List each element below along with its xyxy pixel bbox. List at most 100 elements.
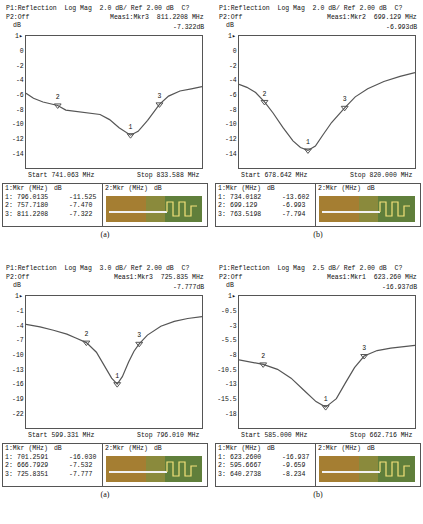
html-text:1:: 1:: [218, 193, 226, 201]
svg-text:Stop 820.000 MHz: Stop 820.000 MHz: [350, 172, 413, 179]
svg-text:3: 3: [343, 96, 347, 103]
html-text:(b): (b): [313, 230, 323, 239]
svg-text:-4: -4: [229, 77, 237, 84]
html-text:-7.794: -7.794: [282, 210, 306, 218]
svg-text:-4: -4: [16, 323, 24, 330]
svg-text:3: 3: [137, 332, 141, 339]
svg-text:Stop 833.588 MHz: Stop 833.588 MHz: [137, 172, 200, 179]
svg-text:-6: -6: [229, 92, 237, 99]
svg-text:0: 0: [233, 48, 237, 55]
svg-text:-22: -22: [12, 411, 24, 418]
svg-text:-13: -13: [12, 367, 24, 374]
svg-text:Meas1:Mkr2 699.129 MHz: Meas1:Mkr2 699.129 MHz: [327, 14, 417, 21]
html-text:811.2208: 811.2208: [17, 210, 49, 218]
svg-text:-8: -8: [229, 352, 237, 359]
svg-text:-10: -10: [12, 121, 24, 128]
svg-text:P1:Reflection Log Mag 3.0 dB: P1:Reflection Log Mag 3.0 dB/ Ref 2.00 d…: [6, 265, 189, 272]
svg-text:3: 3: [157, 93, 161, 100]
svg-text:-10: -10: [12, 352, 24, 359]
svg-text:Meas1:Mkr1 623.260 MHz: Meas1:Mkr1 623.260 MHz: [327, 274, 417, 281]
html-text:-13.602: -13.602: [282, 193, 310, 201]
svg-text:-15.5: -15.5: [217, 396, 237, 403]
svg-text:2: 2: [84, 331, 88, 338]
html-text:(a): (a): [100, 230, 110, 239]
svg-text:1▸: 1▸: [15, 33, 23, 40]
svg-text:Start 678.642 MHz: Start 678.642 MHz: [241, 172, 307, 179]
svg-text:-8: -8: [229, 107, 237, 114]
svg-text:Start 741.063 MHz: Start 741.063 MHz: [28, 172, 94, 179]
html-text:3:: 3:: [5, 210, 13, 218]
svg-text:Stop 662.716 MHz: Stop 662.716 MHz: [350, 432, 413, 439]
svg-text:-19: -19: [12, 396, 24, 403]
svg-text:1: 1: [306, 139, 310, 146]
svg-text:1▸: 1▸: [228, 293, 236, 300]
svg-text:-2: -2: [229, 63, 237, 70]
svg-text:dB: dB: [13, 22, 21, 29]
svg-text:-6.993dB: -6.993dB: [386, 24, 417, 31]
svg-text:-12: -12: [12, 136, 24, 143]
svg-text:dB: dB: [226, 22, 234, 29]
html-text:-7.322: -7.322: [69, 210, 93, 218]
html-text:-16.030: -16.030: [69, 453, 97, 461]
svg-text:-0.5: -0.5: [221, 308, 237, 315]
svg-text:3: 3: [362, 345, 366, 352]
html-text:-7.777: -7.777: [69, 470, 93, 478]
svg-text:dB: dB: [13, 282, 21, 289]
svg-text:2: 2: [56, 94, 60, 101]
svg-text:-6: -6: [16, 92, 24, 99]
svg-text:-7.322dB: -7.322dB: [173, 24, 204, 31]
svg-text:-1: -1: [16, 308, 24, 315]
svg-text:P2:Off: P2:Off: [6, 14, 30, 21]
html-text:623.2600: 623.2600: [230, 453, 262, 461]
svg-text:-13: -13: [225, 381, 237, 388]
html-text:3:: 3:: [5, 470, 13, 478]
svg-text:-16: -16: [12, 381, 24, 388]
svg-text:1: 1: [324, 396, 328, 403]
svg-text:-4: -4: [16, 77, 24, 84]
svg-text:-2: -2: [16, 63, 24, 70]
html-text:1:: 1:: [5, 453, 13, 461]
svg-text:-5.5: -5.5: [221, 337, 237, 344]
svg-text:1▸: 1▸: [228, 33, 236, 40]
html-text:725.8351: 725.8351: [17, 470, 49, 478]
svg-text:P2:Off: P2:Off: [6, 274, 30, 281]
html-text:-11.525: -11.525: [69, 193, 97, 201]
svg-text:Stop 796.010 MHz: Stop 796.010 MHz: [137, 432, 200, 439]
html-text:701.2591: 701.2591: [17, 453, 49, 461]
svg-text:1: 1: [129, 124, 133, 131]
svg-text:-10: -10: [225, 121, 237, 128]
svg-text:-3: -3: [229, 323, 237, 330]
svg-text:Start 599.331 MHz: Start 599.331 MHz: [28, 432, 94, 439]
html-text:1:: 1:: [5, 193, 13, 201]
svg-text:P2:Off: P2:Off: [219, 14, 243, 21]
html-text:734.0182: 734.0182: [230, 193, 262, 201]
svg-text:P1:Reflection Log Mag 2.0 dB: P1:Reflection Log Mag 2.0 dB/ Ref 2.00 d…: [6, 5, 189, 12]
html-text:3:: 3:: [218, 210, 226, 218]
svg-text:0: 0: [20, 48, 24, 55]
svg-text:2: 2: [263, 91, 267, 98]
svg-text:2: 2: [261, 353, 265, 360]
svg-text:-14: -14: [225, 151, 237, 158]
svg-text:-8: -8: [16, 107, 24, 114]
svg-text:-14: -14: [12, 151, 24, 158]
html-text:(a): (a): [100, 490, 110, 499]
svg-text:1: 1: [115, 373, 119, 380]
svg-text:Meas1:Mkr3 811.2208 MHz: Meas1:Mkr3 811.2208 MHz: [110, 14, 204, 21]
html-text:763.5198: 763.5198: [230, 210, 262, 218]
svg-text:1▸: 1▸: [15, 293, 23, 300]
html-text:796.0135: 796.0135: [17, 193, 49, 201]
html-text:(b): (b): [313, 490, 323, 499]
svg-text:dB: dB: [226, 282, 234, 289]
svg-text:P2:Off: P2:Off: [219, 274, 243, 281]
svg-text:-12: -12: [225, 136, 237, 143]
svg-text:-7.777dB: -7.777dB: [173, 284, 204, 291]
svg-text:-10.5: -10.5: [217, 367, 237, 374]
svg-text:-7: -7: [16, 337, 24, 344]
svg-text:Meas1:Mkr3 725.835 MHz: Meas1:Mkr3 725.835 MHz: [114, 274, 204, 281]
svg-text:-16.937dB: -16.937dB: [382, 284, 417, 291]
svg-text:P1:Reflection Log Mag 2.5 dB: P1:Reflection Log Mag 2.5 dB/ Ref 2.00 d…: [219, 265, 402, 272]
html-text:1:: 1:: [218, 453, 226, 461]
svg-text:P1:Reflection Log Mag 2.0 dB: P1:Reflection Log Mag 2.0 dB/ Ref 2.00 d…: [219, 5, 402, 12]
svg-text:Start 585.000 MHz: Start 585.000 MHz: [241, 432, 307, 439]
svg-text:-18: -18: [225, 411, 237, 418]
